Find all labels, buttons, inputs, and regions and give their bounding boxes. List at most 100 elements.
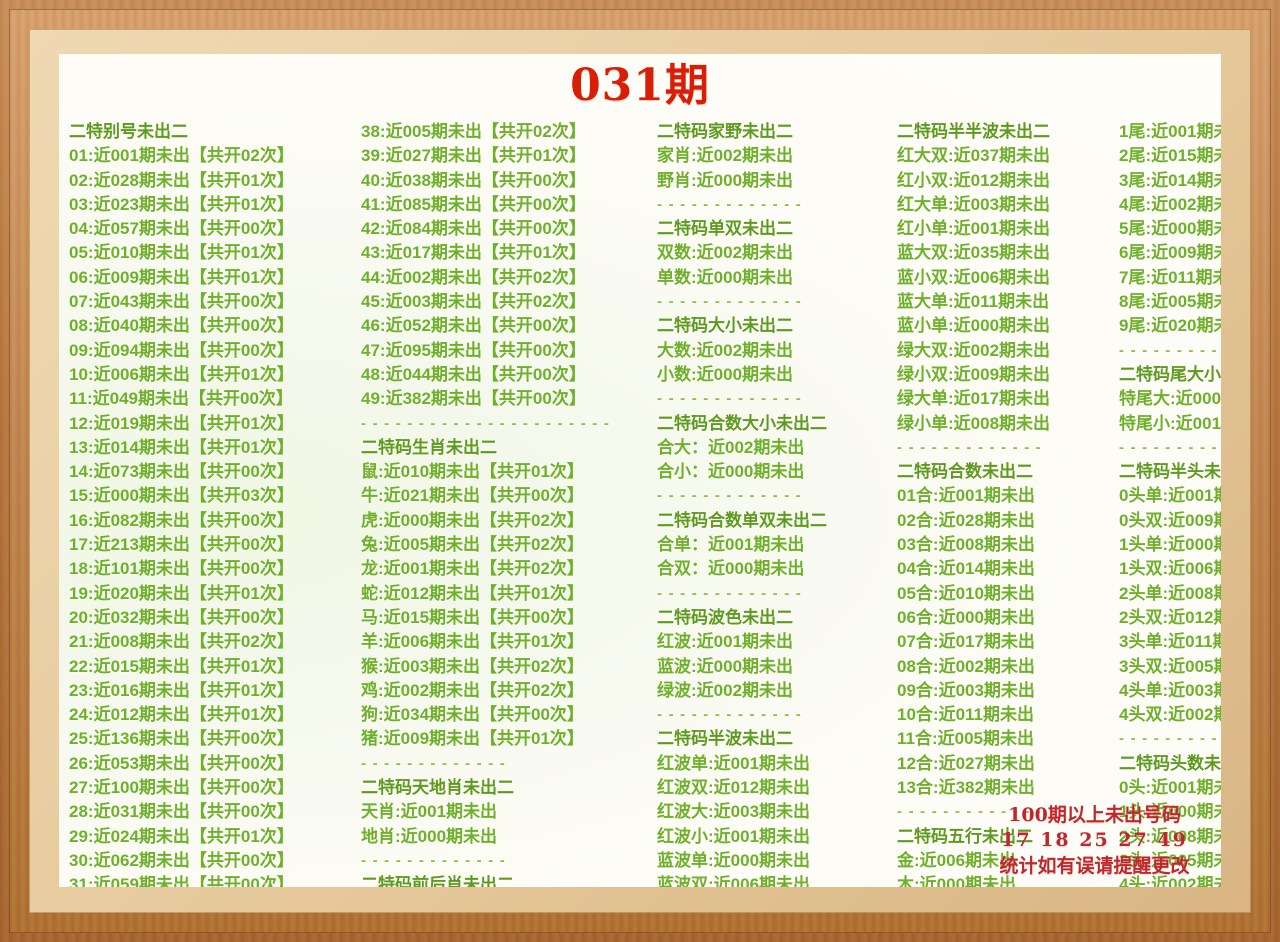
tiandi-list: 天肖:近001期未出 地肖:近000期未出 <box>361 800 657 849</box>
note-line-3: 统计如有误请提醒更改 <box>999 854 1190 877</box>
zodiac-row: 猪:近009期未出【共开01次】 <box>361 729 584 749</box>
special-number-row: 48:近044期未出【共开00次】 <box>361 364 586 384</box>
special-number-row: 04:近057期未出【共开00次】 <box>69 219 294 239</box>
banbanbo-row: 蓝小单:近000期未出 <box>897 316 1051 336</box>
special-number-row: 30:近062期未出【共开00次】 <box>69 850 294 870</box>
danshuang-row: 双数:近002期未出 <box>657 243 794 263</box>
special-number-row: 09:近094期未出【共开00次】 <box>69 340 294 360</box>
section-header-bose: 二特码波色未出二 <box>657 607 793 627</box>
separator: - - - - - - - - - - - - - <box>657 390 802 408</box>
weishu-row: 1尾:近001期未出 <box>1119 122 1221 141</box>
special-number-list: 01:近001期未出【共开02次】 02:近028期未出【共开01次】 03:近02… <box>69 144 361 887</box>
special-number-row: 28:近031期未出【共开00次】 <box>69 802 294 822</box>
special-number-row: 16:近082期未出【共开00次】 <box>69 510 294 530</box>
heshu-row: 07合:近017期未出 <box>897 632 1035 652</box>
footer-note: 100期以上未出号码 17 18 25 27 49 统计如有误请提醒更改 <box>972 803 1217 880</box>
zodiac-row: 马:近015期未出【共开00次】 <box>361 607 584 627</box>
weidaxiao-row: 特尾小:近001期未出 <box>1119 413 1221 433</box>
columns-container: 二特别号未出二 01:近001期未出【共开02次】 02:近028期未出【共开01… <box>59 120 1221 887</box>
weishu-row: 7尾:近011期未出 <box>1119 267 1221 287</box>
tiandi-row: 地肖:近000期未出 <box>361 826 498 846</box>
banbo-row: 蓝波双:近006期未出 <box>657 875 811 887</box>
column-zodiac: 38:近005期未出【共开02次】 39:近027期未出【共开01次】 40:近03… <box>361 120 657 887</box>
separator: - - - - - - - - - - - - - <box>1119 341 1221 359</box>
zodiac-row: 蛇:近012期未出【共开01次】 <box>361 583 584 603</box>
heshu-danshuang-row: 合双：近000期未出 <box>657 559 805 579</box>
special-number-row: 24:近012期未出【共开01次】 <box>69 705 294 725</box>
special-number-row: 43:近017期未出【共开01次】 <box>361 243 586 263</box>
zodiac-list: 鼠:近010期未出【共开01次】 牛:近021期未出【共开00次】 虎:近000期未… <box>361 460 657 752</box>
special-number-row: 45:近003期未出【共开02次】 <box>361 292 586 312</box>
section-header-bantou: 二特码半头未出二 <box>1119 462 1221 482</box>
special-number-row: 18:近101期未出【共开00次】 <box>69 559 294 579</box>
special-number-row: 17:近213期未出【共开00次】 <box>69 535 294 555</box>
special-number-row: 26:近053期未出【共开00次】 <box>69 753 294 773</box>
danshuang-list: 双数:近002期未出 单数:近000期未出 <box>657 241 897 290</box>
section-header-heshu-daxiao: 二特码合数大小未出二 <box>657 413 827 433</box>
bantou-list: 0头单:近001期未出 0头双:近009期未出 1头单:近000期未出 1头双:近00… <box>1119 484 1221 727</box>
section-header-danshuang: 二特码单双未出二 <box>657 219 793 239</box>
danshuang-row: 单数:近000期未出 <box>657 267 794 287</box>
heshu-row: 02合:近028期未出 <box>897 510 1035 530</box>
section-header-tiandi: 二特码天地肖未出二 <box>361 778 514 798</box>
bantou-row: 0头单:近001期未出 <box>1119 486 1221 506</box>
toushu-row: 0头:近001期未出 <box>1119 778 1221 798</box>
toushu-row: 3头:近005期未出 <box>1119 850 1221 870</box>
special-number-row: 12:近019期未出【共开01次】 <box>69 413 294 433</box>
heshu-row: 13合:近382期未出 <box>897 778 1035 798</box>
jiaye-list: 家肖:近002期未出 野肖:近000期未出 <box>657 144 897 193</box>
special-number-row: 03:近023期未出【共开01次】 <box>69 194 294 214</box>
special-number-row: 23:近016期未出【共开01次】 <box>69 680 294 700</box>
heshu-list: 01合:近001期未出 02合:近028期未出 03合:近008期未出 04合:近01… <box>897 484 1119 800</box>
zodiac-row: 羊:近006期未出【共开01次】 <box>361 632 584 652</box>
separator: - - - - - - - - - - - - - <box>361 754 506 772</box>
separator: - - - - - - - - - - - - - <box>657 584 802 602</box>
section-header-qianhou: 二特码前后肖未出二 <box>361 875 514 887</box>
heshu-row: 10合:近011期未出 <box>897 705 1034 725</box>
banbanbo-row: 红小双:近012期未出 <box>897 170 1051 190</box>
separator: - - - - - - - - - - - - - <box>1119 730 1221 748</box>
banbo-row: 红波双:近012期未出 <box>657 778 811 798</box>
separator: - - - - - - - - - - - - - <box>657 706 802 724</box>
bantou-row: 3头单:近011期未出 <box>1119 632 1221 652</box>
special-number-row: 46:近052期未出【共开00次】 <box>361 316 586 336</box>
special-number-row: 31:近059期未出【共开00次】 <box>69 875 294 887</box>
bose-row: 绿波:近002期未出 <box>657 680 794 700</box>
column-halfwave-sum: 二特码半半波未出二 红大双:近037期未出 红小双:近012期未出 红大单:近003… <box>897 120 1119 887</box>
special-number-row: 15:近000期未出【共开03次】 <box>69 486 294 506</box>
page-title: 031期 <box>570 60 710 111</box>
heshu-row: 05合:近010期未出 <box>897 583 1035 603</box>
section-header-banbanbo: 二特码半半波未出二 <box>897 122 1050 141</box>
special-number-row: 02:近028期未出【共开01次】 <box>69 170 294 190</box>
wuxing-row: 金:近006期未出 <box>897 850 1017 870</box>
toushu-row: 2头:近008期未出 <box>1119 826 1221 846</box>
special-number-row: 20:近032期未出【共开00次】 <box>69 607 294 627</box>
heshu-row: 12合:近027期未出 <box>897 753 1035 773</box>
daxiao-row: 大数:近002期未出 <box>657 340 794 360</box>
bantou-row: 2头单:近008期未出 <box>1119 583 1221 603</box>
section-header-banbo: 二特码半波未出二 <box>657 729 793 749</box>
bantou-row: 1头双:近006期未出 <box>1119 559 1221 579</box>
banbanbo-row: 红小单:近001期未出 <box>897 219 1051 239</box>
bantou-row: 3头双:近005期未出 <box>1119 656 1221 676</box>
banbanbo-row: 绿小单:近008期未出 <box>897 413 1051 433</box>
daxiao-row: 小数:近000期未出 <box>657 364 794 384</box>
weishu-row: 8尾:近005期未出 <box>1119 292 1221 312</box>
section-header-jiaye: 二特码家野未出二 <box>657 122 793 141</box>
section-header-toushu: 二特码头数未出二 <box>1119 753 1221 773</box>
banbanbo-row: 蓝大双:近035期未出 <box>897 243 1051 263</box>
toushu-row: 1头:近000期未出 <box>1119 802 1221 822</box>
section-header-zodiac: 二特码生肖未出二 <box>361 437 497 457</box>
separator: - - - - - - - - - - - - - <box>657 195 802 213</box>
heshu-row: 11合:近005期未出 <box>897 729 1034 749</box>
toushu-row: 4头:近002期未出 <box>1119 875 1221 887</box>
special-number-row: 01:近001期未出【共开02次】 <box>69 146 294 166</box>
special-number-row: 11:近049期未出【共开00次】 <box>69 389 293 409</box>
jiaye-row: 家肖:近002期未出 <box>657 146 794 166</box>
banbanbo-row: 红大双:近037期未出 <box>897 146 1051 166</box>
note-line-1: 100期以上未出号码 <box>1008 803 1181 826</box>
weishu-row: 6尾:近009期未出 <box>1119 243 1221 263</box>
banbo-row: 红波大:近003期未出 <box>657 802 811 822</box>
bose-row: 蓝波:近000期未出 <box>657 656 794 676</box>
special-number-list-cont: 38:近005期未出【共开02次】 39:近027期未出【共开01次】 40:近03… <box>361 120 657 412</box>
